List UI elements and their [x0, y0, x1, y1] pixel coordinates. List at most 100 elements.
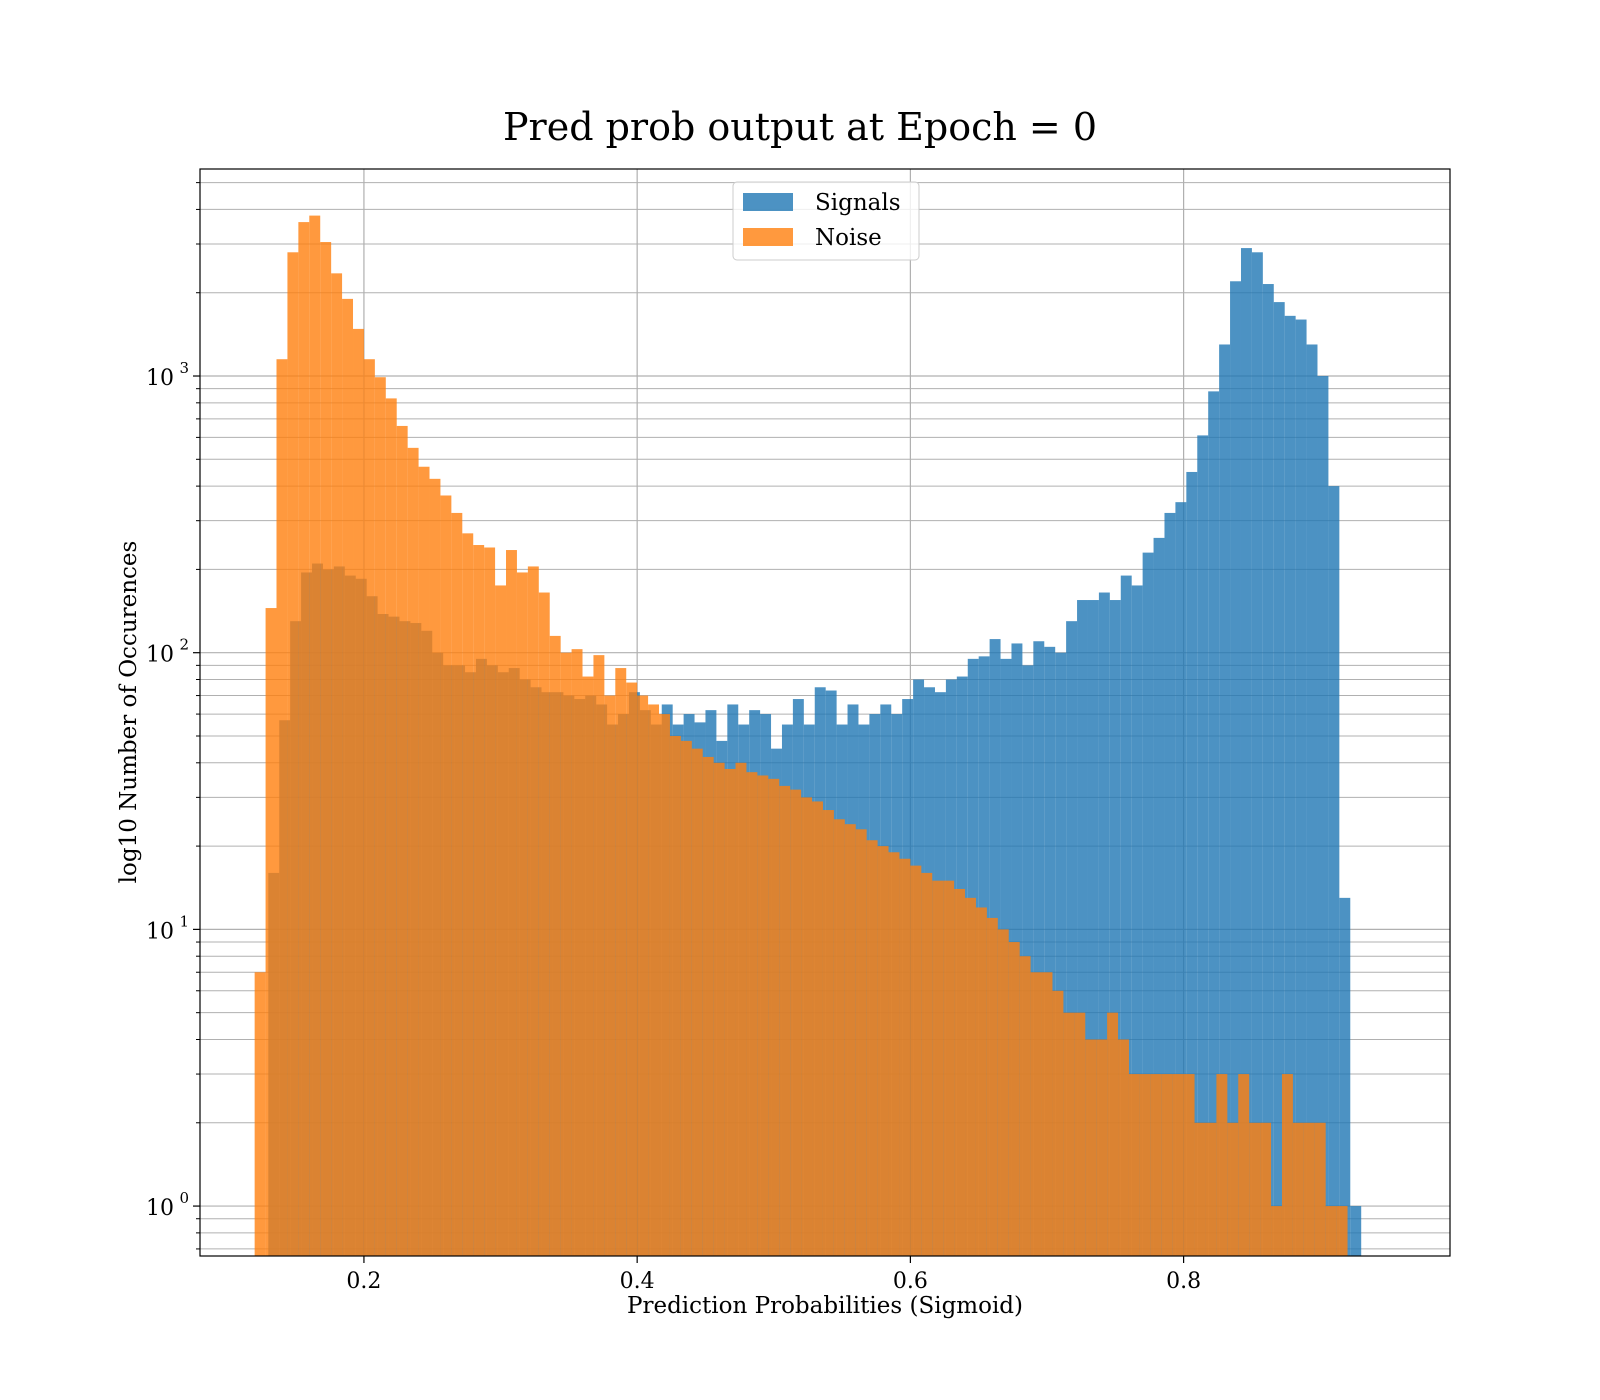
legend-swatch-signals — [743, 193, 793, 211]
noise-bar — [516, 572, 528, 1256]
y-tick-exponent: 0 — [179, 1189, 189, 1207]
noise-bar — [549, 635, 561, 1256]
noise-bar — [1216, 1074, 1228, 1256]
x-tick-label: 0.2 — [346, 1269, 381, 1294]
noise-bar — [254, 972, 266, 1256]
noise-bar — [1271, 1206, 1282, 1256]
noise-bar — [615, 668, 627, 1256]
x-tick-label: 0.4 — [620, 1269, 655, 1294]
noise-bar — [1325, 1206, 1337, 1256]
noise-bars — [254, 215, 1348, 1257]
noise-bar — [440, 495, 452, 1256]
noise-bar — [1085, 1039, 1097, 1256]
noise-bar — [1314, 1122, 1326, 1256]
noise-bar — [582, 676, 594, 1256]
noise-bar — [374, 377, 386, 1256]
noise-bar — [812, 801, 823, 1256]
y-tick-exponent: 3 — [179, 359, 189, 377]
signals-bar — [1197, 435, 1209, 1256]
signals-bar — [1055, 652, 1067, 1256]
noise-bar — [1292, 1122, 1304, 1256]
noise-bar — [965, 897, 976, 1256]
noise-bar — [888, 852, 900, 1256]
y-tick-label: 10 — [146, 1196, 174, 1221]
noise-bar — [1249, 1122, 1261, 1256]
noise-bar — [1139, 1074, 1151, 1256]
noise-bar — [724, 768, 736, 1256]
signals-bar — [1131, 585, 1143, 1256]
noise-bar — [1074, 1012, 1086, 1256]
noise-bar — [790, 789, 802, 1256]
noise-bar — [484, 547, 496, 1256]
noise-bar — [899, 858, 911, 1256]
noise-bar — [735, 762, 747, 1256]
signals-bar — [1164, 512, 1176, 1256]
noise-bar — [713, 762, 725, 1256]
noise-bar — [768, 778, 780, 1256]
noise-bar — [506, 550, 517, 1256]
noise-bar — [276, 359, 288, 1257]
legend: Signals Noise — [732, 181, 920, 261]
y-tick-label: 10 — [146, 643, 174, 668]
noise-bar — [462, 533, 474, 1256]
signals-bar — [1328, 486, 1340, 1257]
noise-bar — [495, 585, 507, 1256]
noise-bar — [342, 298, 354, 1256]
noise-bar — [407, 447, 419, 1256]
noise-bar — [1172, 1074, 1184, 1256]
noise-bar — [801, 797, 813, 1256]
x-tick-label: 0.8 — [1166, 1269, 1201, 1294]
noise-bar — [921, 872, 933, 1256]
noise-bar — [385, 398, 397, 1256]
noise-bar — [1260, 1122, 1272, 1256]
noise-bar — [287, 252, 299, 1257]
noise-bar — [997, 929, 1009, 1256]
noise-bar — [265, 608, 277, 1256]
noise-bar — [1019, 956, 1031, 1256]
noise-bar — [746, 772, 758, 1256]
noise-bar — [637, 695, 649, 1256]
noise-bar — [975, 907, 987, 1256]
noise-bar — [1205, 1122, 1217, 1256]
noise-bar — [1194, 1122, 1206, 1256]
noise-bar — [659, 714, 670, 1256]
noise-bar — [298, 222, 310, 1256]
noise-bar — [1281, 1074, 1293, 1256]
signals-bar — [1066, 621, 1078, 1256]
noise-bar — [560, 652, 572, 1256]
noise-bar — [779, 785, 791, 1256]
signals-bar — [1120, 575, 1132, 1256]
signals-bar — [1208, 391, 1220, 1256]
noise-bar — [822, 810, 834, 1256]
noise-bar — [1238, 1074, 1250, 1256]
noise-bar — [866, 840, 878, 1256]
y-axis-label: log10 Number of Occurences — [116, 541, 142, 884]
noise-bar — [309, 215, 321, 1257]
signals-bar — [1251, 252, 1263, 1257]
noise-bar — [1227, 1122, 1239, 1256]
noise-bar — [1336, 1206, 1348, 1256]
y-tick-exponent: 2 — [179, 636, 189, 654]
noise-bar — [320, 242, 332, 1257]
noise-bar — [1008, 942, 1020, 1256]
noise-bar — [932, 880, 944, 1256]
noise-bar — [648, 704, 660, 1256]
signals-bar — [1098, 592, 1110, 1256]
noise-bar — [604, 695, 616, 1256]
signals-bar — [1339, 897, 1351, 1256]
noise-bar — [877, 846, 889, 1256]
plot-frame — [199, 168, 1451, 1257]
noise-bar — [691, 748, 703, 1256]
signals-bar — [1175, 502, 1187, 1256]
noise-bar — [986, 917, 998, 1256]
noise-bar — [702, 756, 714, 1256]
signals-bar — [1284, 315, 1296, 1257]
legend-label-signals: Signals — [815, 190, 901, 216]
noise-bar — [473, 545, 485, 1256]
y-tick-exponent: 1 — [179, 912, 189, 930]
noise-bar — [538, 592, 550, 1256]
noise-bar — [626, 682, 638, 1256]
signals-bar — [1219, 344, 1231, 1257]
noise-bar — [353, 328, 364, 1256]
